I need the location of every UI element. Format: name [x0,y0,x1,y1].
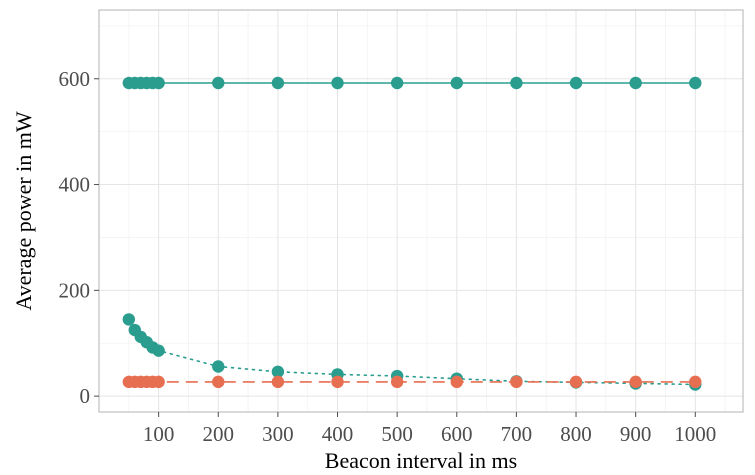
x-tick-label: 300 [262,422,294,446]
data-point [510,76,523,90]
data-point [271,76,285,90]
data-point [122,313,136,326]
y-axis-title: Average power in mW [11,111,36,311]
series-dotted [122,313,702,391]
y-tick-label: 400 [59,173,91,197]
data-point [212,76,225,90]
data-point [689,375,702,389]
data-point [212,375,225,389]
y-tick-label: 600 [59,67,91,91]
x-tick-label: 800 [560,422,592,446]
data-point [450,76,463,90]
data-point [569,76,583,90]
plot-panel-border [98,9,744,413]
data-point [152,344,165,357]
series-solid [122,76,702,90]
x-axis-title: Beacon interval in ms [325,448,517,473]
x-tick-label: 400 [322,422,354,446]
data-point [390,375,404,389]
data-point [689,76,702,90]
x-tick-label: 500 [381,422,413,446]
data-point [271,365,285,378]
axes: 100 200 300 400 500 600 700 800 900 1000 0 200 400 60… [59,67,717,446]
data-point [331,76,344,90]
data-point [212,360,225,373]
data-point [152,76,165,90]
series-layer [122,76,702,391]
series-line [128,318,697,386]
x-tick-label: 1000 [674,422,716,446]
data-point [569,375,583,389]
x-tick-label: 600 [441,422,473,446]
x-tick-label: 100 [143,422,175,446]
data-point [510,375,523,389]
data-point [152,375,165,389]
data-point [450,375,463,389]
data-point [271,375,285,389]
data-point [331,375,344,389]
x-tick-label: 900 [620,422,652,446]
grid [99,10,743,412]
series-dashed [122,375,702,389]
x-tick-label: 700 [501,422,533,446]
x-tick-label: 200 [203,422,235,446]
y-tick-label: 200 [59,278,91,302]
data-point [629,76,642,90]
data-point [390,76,404,90]
data-point [629,375,642,389]
y-tick-label: 0 [80,384,91,408]
